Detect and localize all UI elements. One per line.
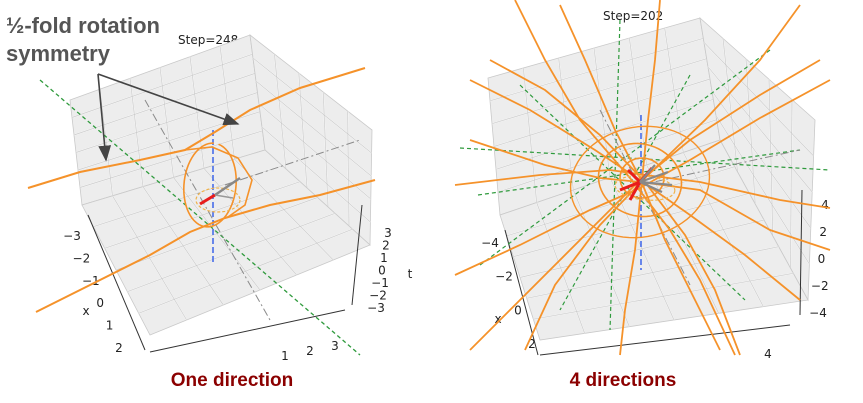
- left-gray-axis: [144, 99, 271, 321]
- right-side-pane-gridline: [703, 42, 814, 157]
- left-curve-lower: [35, 179, 376, 313]
- right-t-tick-label: 0: [818, 252, 826, 266]
- left-y-tick-label: 1: [281, 349, 289, 363]
- left-side-pane-gridline: [274, 53, 287, 170]
- left-t-tick-label: −3: [367, 301, 385, 315]
- left-x-tick-label: −1: [82, 274, 100, 288]
- caption-one-direction: One direction: [170, 370, 294, 391]
- left-x-axis-label: x: [82, 304, 89, 318]
- left-back-pane-gridline: [79, 130, 263, 188]
- left-curve-dashed: [195, 187, 241, 213]
- left-side-pane-gridline: [298, 72, 308, 189]
- right-symmetry-axis: [609, 19, 621, 331]
- left-t-tick-label: 0: [378, 264, 386, 278]
- right-x-tick-label: −2: [495, 270, 513, 284]
- right-y-tick-label: 4: [764, 347, 772, 361]
- right-t-tick-label: −2: [811, 279, 829, 293]
- left-t-tick-label: 1: [380, 251, 388, 265]
- right-y-axis-line: [539, 324, 791, 356]
- left-side-pane-gridline: [252, 57, 372, 154]
- symmetry-annotation: ½-fold rotation: [6, 13, 160, 38]
- left-t-tick-label: −2: [369, 289, 387, 303]
- left-side-pane-gridline: [347, 110, 350, 227]
- right-vector-red: [626, 168, 642, 184]
- left-side-pane-gridline: [255, 80, 372, 177]
- left-side-pane-gridline: [258, 103, 372, 200]
- right-vector-gray: [639, 164, 656, 183]
- right-side-pane-gridline: [707, 66, 813, 193]
- left-t-tick-label: −1: [371, 276, 389, 290]
- right-vector-gray: [639, 170, 669, 184]
- left-t-tick-label: 3: [384, 226, 392, 240]
- left-x-tick-label: 2: [115, 341, 123, 355]
- left-x-tick-label: −3: [63, 229, 81, 243]
- left-side-pane-gridline: [322, 91, 329, 208]
- left-x-tick-label: 0: [96, 296, 104, 310]
- right-curve: [454, 79, 831, 276]
- left-curve-loop: [184, 146, 253, 218]
- right-x-tick-label: −4: [481, 236, 499, 250]
- right-curve-loop: [597, 142, 683, 218]
- right-vector-gray: [639, 180, 673, 187]
- left-side-pane-gridline: [261, 126, 371, 223]
- right-gray-axis: [639, 149, 801, 186]
- right-side-pane-gridline: [745, 58, 756, 205]
- left-curve-upper: [27, 67, 366, 189]
- right-curve: [514, 0, 736, 356]
- step-label-right: Step=202: [603, 9, 664, 23]
- left-floor-pane-gridline: [138, 228, 353, 314]
- step-label-left: Step=248: [178, 33, 239, 47]
- left-vector-gray: [214, 194, 234, 199]
- right-t-tick-label: −4: [809, 306, 827, 320]
- left-y-axis-line: [149, 309, 346, 353]
- annotation-arrow-left: [97, 73, 112, 162]
- right-symmetry-axis: [477, 149, 801, 196]
- right-curve-loop: [569, 125, 711, 239]
- right-side-pane-gridline: [722, 38, 738, 173]
- right-vector-red: [619, 180, 641, 192]
- right-vector-red: [628, 181, 642, 201]
- caption-four-directions: 4 directions: [569, 370, 677, 391]
- right-side-pane-gridline: [768, 79, 774, 237]
- right-floor-pane-gridline: [533, 272, 794, 320]
- right-t-tick-label: 4: [821, 198, 829, 212]
- left-vector-gray: [214, 177, 241, 196]
- right-side-pane-gridline: [790, 99, 793, 269]
- right-vector-gray: [639, 180, 663, 194]
- right-t-axis-line: [799, 189, 803, 316]
- left-x-axis-line: [87, 214, 146, 351]
- right-side-pane-gridline: [715, 115, 810, 265]
- right-x-axis-label: x: [494, 312, 501, 326]
- left-gray-axis: [224, 139, 361, 186]
- left-vector-red: [199, 193, 216, 206]
- left-t-axis-label: t: [408, 267, 413, 281]
- left-x-tick-label: −2: [73, 251, 91, 265]
- annotation-arrows: [97, 73, 240, 162]
- plot-four-directions: −4 −2 0 2 4 4 2 0 −2 −4 x: [454, 0, 831, 361]
- right-x-tick-label: 2: [528, 337, 536, 351]
- left-y-tick-label: 2: [306, 344, 314, 358]
- left-y-tick-label: 3: [331, 339, 339, 353]
- right-symmetry-axis: [559, 74, 691, 311]
- left-symmetry-axis: [39, 79, 361, 356]
- right-t-tick-label: 2: [819, 225, 827, 239]
- left-t-tick-label: 2: [382, 239, 390, 253]
- right-side-pane-gridline: [711, 90, 812, 229]
- symmetry-annotation-line2: symmetry: [6, 41, 110, 66]
- left-curve-loop: [182, 142, 238, 228]
- right-curve-loop: [619, 157, 665, 199]
- left-t-axis-line: [351, 204, 363, 306]
- left-x-tick-label: 1: [106, 319, 114, 333]
- right-x-tick-label: 0: [514, 303, 522, 317]
- annotation-arrow-right: [97, 73, 240, 126]
